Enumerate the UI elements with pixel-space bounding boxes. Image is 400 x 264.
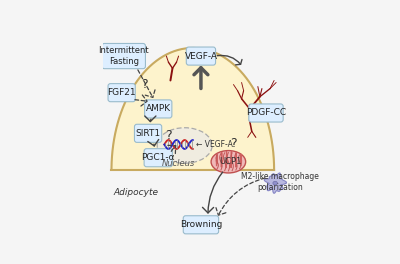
Ellipse shape: [157, 128, 212, 163]
FancyBboxPatch shape: [183, 216, 219, 234]
Text: PDGF-CC: PDGF-CC: [246, 109, 286, 117]
FancyBboxPatch shape: [249, 104, 283, 122]
Ellipse shape: [273, 181, 277, 185]
Text: Intermittent
Fasting: Intermittent Fasting: [98, 46, 149, 66]
Text: SIRT1: SIRT1: [136, 129, 161, 138]
FancyBboxPatch shape: [134, 124, 162, 142]
Text: M2-like macrophage
polarization: M2-like macrophage polarization: [241, 172, 319, 192]
FancyBboxPatch shape: [186, 47, 216, 65]
FancyBboxPatch shape: [145, 100, 172, 118]
Text: Nucleus: Nucleus: [162, 159, 195, 168]
Text: ?: ?: [230, 137, 237, 150]
Text: AMPK: AMPK: [146, 105, 171, 114]
Text: PGC1-α: PGC1-α: [142, 153, 175, 162]
Polygon shape: [264, 173, 286, 193]
Ellipse shape: [211, 150, 246, 173]
FancyBboxPatch shape: [144, 149, 172, 167]
Text: Adipocyte: Adipocyte: [114, 188, 158, 197]
Text: UCP1: UCP1: [219, 157, 242, 166]
Text: ?: ?: [165, 129, 172, 142]
Text: Browning: Browning: [180, 220, 222, 229]
Text: VEGF-A: VEGF-A: [184, 51, 218, 60]
Polygon shape: [112, 48, 274, 170]
Text: ?: ?: [141, 78, 147, 91]
FancyBboxPatch shape: [108, 84, 135, 102]
Text: ← VEGF-A: ← VEGF-A: [196, 140, 233, 149]
Text: FGF21: FGF21: [107, 88, 136, 97]
FancyBboxPatch shape: [102, 44, 146, 69]
